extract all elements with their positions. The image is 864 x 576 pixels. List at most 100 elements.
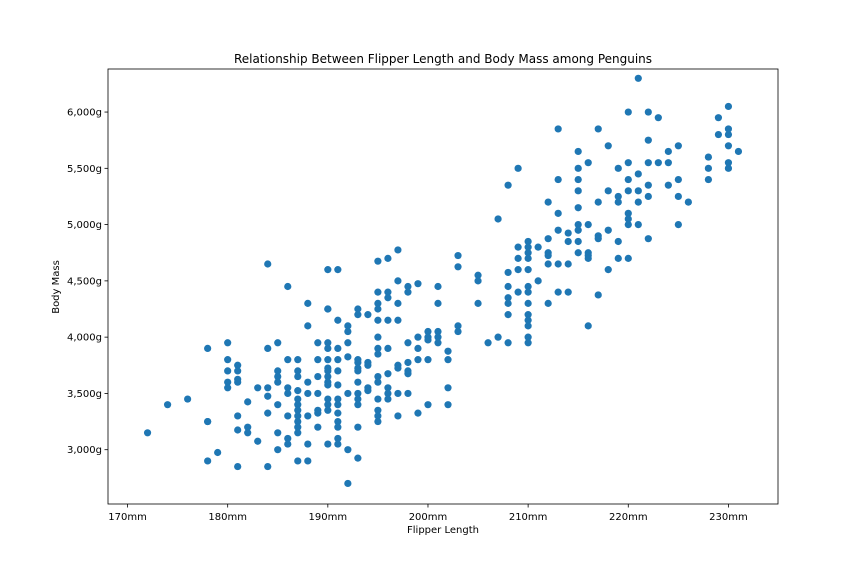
scatter-point <box>264 344 272 352</box>
scatter-point <box>354 423 362 431</box>
scatter-point <box>224 356 232 364</box>
scatter-point <box>564 260 572 268</box>
scatter-point <box>384 294 392 302</box>
scatter-point <box>324 266 332 274</box>
scatter-point <box>314 423 322 431</box>
scatter-point <box>334 344 342 352</box>
scatter-point <box>204 417 212 426</box>
scatter-point <box>544 299 552 307</box>
scatter-point <box>143 429 152 437</box>
scatter-point <box>524 311 532 319</box>
scatter-point <box>234 367 242 375</box>
scatter-point <box>294 412 302 420</box>
scatter-point <box>274 429 282 437</box>
scatter-point <box>284 389 292 398</box>
scatter-point <box>244 429 252 437</box>
scatter-point <box>724 130 733 139</box>
scatter-point <box>634 221 642 229</box>
scatter-point <box>294 356 302 364</box>
y-tick-label: 5,500g <box>67 164 102 175</box>
scatter-point <box>434 299 442 307</box>
scatter-point <box>294 417 302 426</box>
scatter-point <box>294 406 302 414</box>
scatter-point <box>434 282 442 291</box>
scatter-point <box>664 147 672 156</box>
scatter-point <box>234 426 242 434</box>
scatter-point <box>344 339 352 347</box>
scatter-point <box>334 356 342 364</box>
scatter-point <box>274 378 282 386</box>
scatter-point <box>554 125 562 133</box>
y-axis-ticks: 3,000g 3,500g 4,000g 4,500g 5,000g 5,500g 6,00… <box>67 108 108 456</box>
scatter-point <box>554 209 562 217</box>
scatter-point <box>614 237 622 246</box>
scatter-point <box>514 254 522 262</box>
scatter-point <box>204 457 212 465</box>
scatter-point <box>684 198 692 206</box>
scatter-point <box>624 215 632 223</box>
scatter-point <box>554 260 562 268</box>
scatter-point <box>724 159 733 167</box>
scatter-point <box>504 181 512 189</box>
scatter-point <box>624 159 632 167</box>
scatter-point <box>294 387 302 395</box>
scatter-point <box>544 260 552 268</box>
scatter-point <box>324 367 332 375</box>
scatter-point <box>214 448 222 457</box>
scatter-point <box>434 327 442 336</box>
scatter-point <box>584 322 592 330</box>
scatter-point <box>334 409 342 417</box>
scatter-point <box>614 198 622 206</box>
scatter-point <box>674 221 682 229</box>
scatter-point <box>394 364 402 372</box>
scatter-point <box>394 389 402 398</box>
scatter-point <box>384 288 392 296</box>
scatter-point <box>294 423 302 431</box>
scatter-point <box>374 316 382 324</box>
x-tick-label: 180mm <box>208 512 247 523</box>
scatter-point <box>454 327 462 336</box>
scatter-point <box>414 356 422 364</box>
scatter-point <box>334 381 342 389</box>
scatter-point <box>244 423 252 431</box>
scatter-point <box>654 114 662 122</box>
scatter-point <box>384 389 392 398</box>
scatter-point <box>444 384 452 392</box>
scatter-point <box>524 254 532 262</box>
scatter-point <box>224 367 232 375</box>
scatter-point <box>234 412 242 420</box>
scatter-point <box>344 322 352 330</box>
scatter-point <box>524 299 532 307</box>
scatter-point <box>544 198 552 206</box>
scatter-point <box>374 406 382 414</box>
x-tick-label: 210mm <box>509 512 548 523</box>
scatter-point <box>644 108 652 116</box>
scatter-point <box>304 389 312 398</box>
scatter-point <box>454 251 462 260</box>
scatter-point <box>334 417 342 426</box>
scatter-point <box>334 395 342 403</box>
scatter-point <box>264 384 272 392</box>
scatter-point <box>664 159 672 167</box>
scatter-point <box>484 339 492 347</box>
y-axis-label: Body Mass <box>51 260 62 314</box>
scatter-point <box>254 437 262 445</box>
scatter-point <box>444 401 452 409</box>
scatter-point <box>224 339 232 347</box>
scatter-point <box>334 434 342 443</box>
scatter-point <box>604 142 612 150</box>
scatter-point <box>544 235 552 243</box>
scatter-point <box>264 260 272 268</box>
scatter-point <box>304 412 312 420</box>
scatter-point <box>504 339 512 347</box>
scatter-point <box>354 367 362 375</box>
scatter-point <box>324 344 332 352</box>
scatter-point <box>414 280 422 288</box>
scatter-point <box>524 266 532 274</box>
scatter-point <box>594 235 602 243</box>
scatter-point <box>284 282 292 291</box>
scatter-point <box>674 192 682 201</box>
scatter-point <box>554 226 562 234</box>
